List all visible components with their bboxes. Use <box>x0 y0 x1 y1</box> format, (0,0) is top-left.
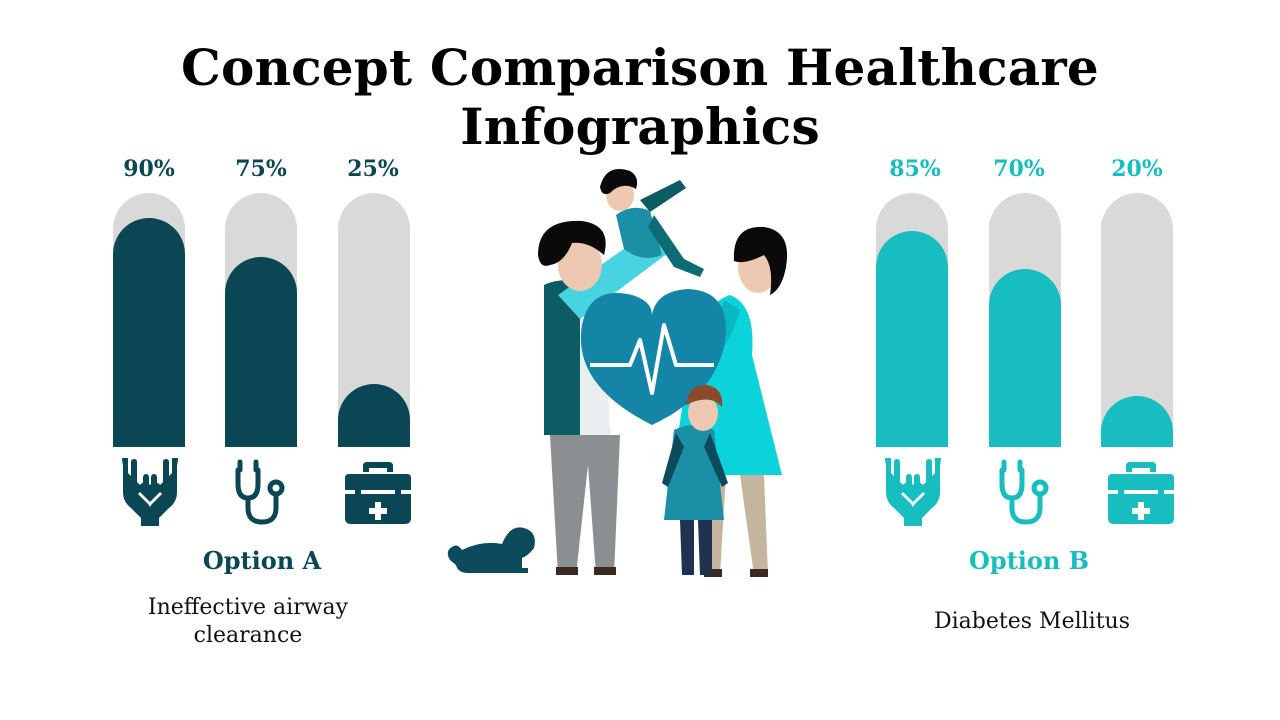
value-label-a-1: 90% <box>123 156 175 182</box>
family-healthcare-illustration <box>447 169 788 577</box>
stethoscope-icon <box>999 459 1049 525</box>
stethoscope-icon <box>235 459 285 525</box>
bar-track-b-3 <box>1101 193 1173 447</box>
option-b-label: Option B <box>969 546 1089 575</box>
option-a-description: Ineffective airway clearance <box>147 595 349 648</box>
bar-a-3 <box>338 383 410 447</box>
medical-kit-icon <box>345 462 411 524</box>
value-label-a-3: 25% <box>347 156 399 182</box>
bar-b-1 <box>876 231 948 447</box>
bar-a-2 <box>225 256 297 447</box>
value-label-b-1: 85% <box>889 156 941 182</box>
value-label-b-2: 70% <box>993 156 1045 182</box>
option-b-description: Diabetes Mellitus <box>934 609 1130 634</box>
value-label-b-3: 20% <box>1111 156 1163 182</box>
bar-track-a-1 <box>113 193 185 447</box>
medical-kit-icon <box>1108 462 1174 524</box>
bar-b-2 <box>989 269 1061 447</box>
bar-b-3 <box>1101 396 1173 447</box>
bar-a-1 <box>113 218 185 447</box>
hands-heart-icon <box>122 458 178 526</box>
bar-track-a-3 <box>338 193 410 447</box>
hands-heart-icon <box>885 458 941 526</box>
bar-track-b-2 <box>989 193 1061 447</box>
option-a-label: Option A <box>202 546 322 575</box>
bar-track-b-1 <box>876 193 948 447</box>
page-title: Concept Comparison Healthcare Infographi… <box>181 38 1099 156</box>
bar-track-a-2 <box>225 193 297 447</box>
value-label-a-2: 75% <box>235 156 287 182</box>
